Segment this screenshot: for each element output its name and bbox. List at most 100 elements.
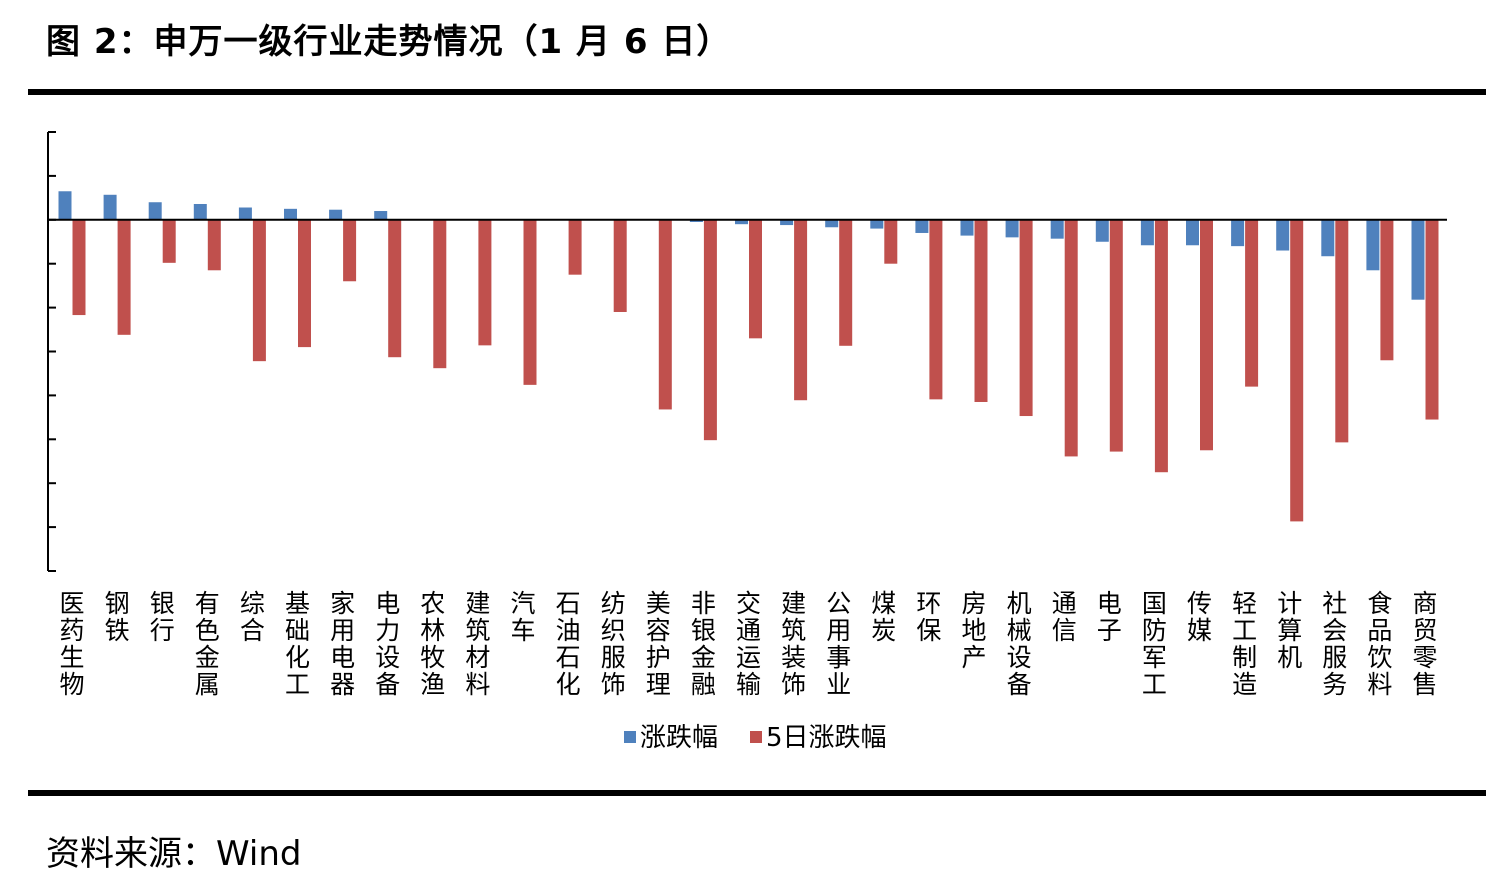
category-label-29-char-1: 品 [1367,616,1392,645]
category-label-1-char-0: 钢 [105,589,130,618]
category-label-6-char-1: 用 [330,616,355,645]
category-label-14-char-3: 融 [691,670,716,699]
bar-fiveday-23 [1109,219,1123,452]
bottom-rule [28,790,1486,796]
category-label-30-char-2: 零 [1412,643,1437,672]
category-label-17-char-1: 用 [826,616,851,645]
category-label-6-char-2: 电 [330,643,355,672]
category-label-10-char-0: 汽 [510,589,535,618]
category-label-24-char-2: 军 [1142,643,1167,672]
category-label-25-char-1: 媒 [1187,616,1212,645]
category-label-12-char-0: 纺 [601,589,626,618]
category-label-3-char-1: 色 [195,616,220,645]
bar-fiveday-17 [839,219,853,346]
category-label-24-char-1: 防 [1142,616,1167,645]
category-label-0-char-0: 医 [59,589,84,618]
category-label-18-char-1: 炭 [871,616,896,645]
bar-daily-27 [1276,219,1290,251]
category-label-9-char-2: 材 [465,643,490,672]
category-label-14-char-0: 非 [691,589,716,618]
bar-daily-14 [689,219,703,222]
bar-fiveday-9 [478,219,492,346]
category-label-19-char-1: 保 [916,616,941,645]
category-label-26-char-2: 制 [1232,643,1257,672]
bar-fiveday-6 [343,219,357,282]
bar-fiveday-24 [1154,219,1168,473]
category-label-27-char-0: 计 [1277,589,1302,618]
category-label-14-char-2: 金 [691,643,716,672]
bar-daily-25 [1186,219,1199,246]
category-label-28-char-3: 务 [1322,670,1347,699]
category-label-3-char-2: 金 [195,643,220,672]
category-label-23-char-1: 子 [1097,616,1122,645]
bar-fiveday-8 [433,219,447,369]
category-label-9-char-3: 料 [465,670,490,699]
category-label-22-char-0: 通 [1052,589,1077,618]
bar-daily-20 [960,219,974,236]
bar-fiveday-15 [749,219,762,339]
category-label-17-char-3: 业 [826,670,851,699]
source-note: 资料来源：Wind [46,834,302,874]
bar-fiveday-3 [207,219,221,271]
bar-daily-30 [1411,219,1425,300]
category-label-27-char-2: 机 [1277,643,1302,672]
category-label-12-char-3: 饰 [601,670,626,699]
bar-daily-0 [58,191,72,220]
category-label-18-char-0: 煤 [871,589,896,618]
category-label-16-char-3: 饰 [781,670,806,699]
category-label-26-char-3: 造 [1232,670,1257,699]
category-label-19-char-0: 环 [916,589,941,618]
category-label-17-char-2: 事 [826,643,851,672]
category-label-21-char-2: 设 [1007,643,1032,672]
category-label-15-char-2: 运 [736,643,761,672]
bar-fiveday-28 [1335,219,1349,443]
category-label-0-char-1: 药 [59,616,84,645]
category-label-12-char-1: 织 [601,616,626,645]
category-label-20-char-1: 地 [961,616,986,645]
category-label-21-char-0: 机 [1007,589,1032,618]
category-label-13-char-3: 理 [646,670,671,699]
category-label-29-char-0: 食 [1367,589,1392,618]
bar-daily-22 [1050,219,1064,239]
bar-daily-16 [780,219,794,226]
category-label-5-char-3: 工 [285,670,310,699]
category-label-13-char-2: 护 [646,643,671,672]
bar-fiveday-27 [1290,219,1304,522]
bar-fiveday-5 [298,219,311,348]
category-label-3-char-0: 有 [195,589,220,618]
legend-swatch-0 [624,731,636,743]
category-label-3-char-3: 属 [195,670,220,699]
category-label-24-char-3: 工 [1142,670,1167,699]
category-label-25-char-0: 传 [1187,589,1212,618]
category-label-7-char-0: 电 [375,589,400,618]
category-label-9-char-0: 建 [465,589,490,618]
category-label-26-char-1: 工 [1232,616,1257,645]
category-labels: 医药生物钢铁银行有色金属综合基础化工家用电器电力设备农林牧渔建筑材料汽车石油石化… [59,589,1437,699]
bar-fiveday-18 [884,219,898,264]
legend-swatch-1 [750,731,762,743]
category-label-26-char-0: 轻 [1232,589,1257,618]
category-label-15-char-3: 输 [736,670,761,699]
bar-daily-24 [1140,219,1154,246]
bar-daily-21 [1005,219,1019,238]
category-label-27-char-1: 算 [1277,616,1302,645]
category-label-6-char-3: 器 [330,670,355,699]
category-label-11-char-2: 石 [556,643,581,672]
bar-fiveday-22 [1064,219,1078,457]
top-rule [28,89,1486,95]
bar-fiveday-21 [1019,219,1033,417]
bar-fiveday-29 [1380,219,1394,361]
bar-daily-3 [193,203,207,220]
category-label-24-char-0: 国 [1142,589,1167,618]
bar-fiveday-12 [613,219,627,312]
category-label-11-char-3: 化 [556,670,581,699]
category-label-6-char-0: 家 [330,589,355,618]
bar-fiveday-7 [388,219,402,358]
category-label-4-char-1: 合 [240,616,265,645]
category-label-9-char-1: 筑 [465,616,490,645]
category-label-7-char-2: 设 [375,643,400,672]
bar-daily-15 [735,219,748,225]
bar-fiveday-30 [1425,219,1439,420]
category-label-30-char-0: 商 [1412,589,1437,618]
legend: 涨跌幅 5日涨跌幅 [624,723,887,753]
